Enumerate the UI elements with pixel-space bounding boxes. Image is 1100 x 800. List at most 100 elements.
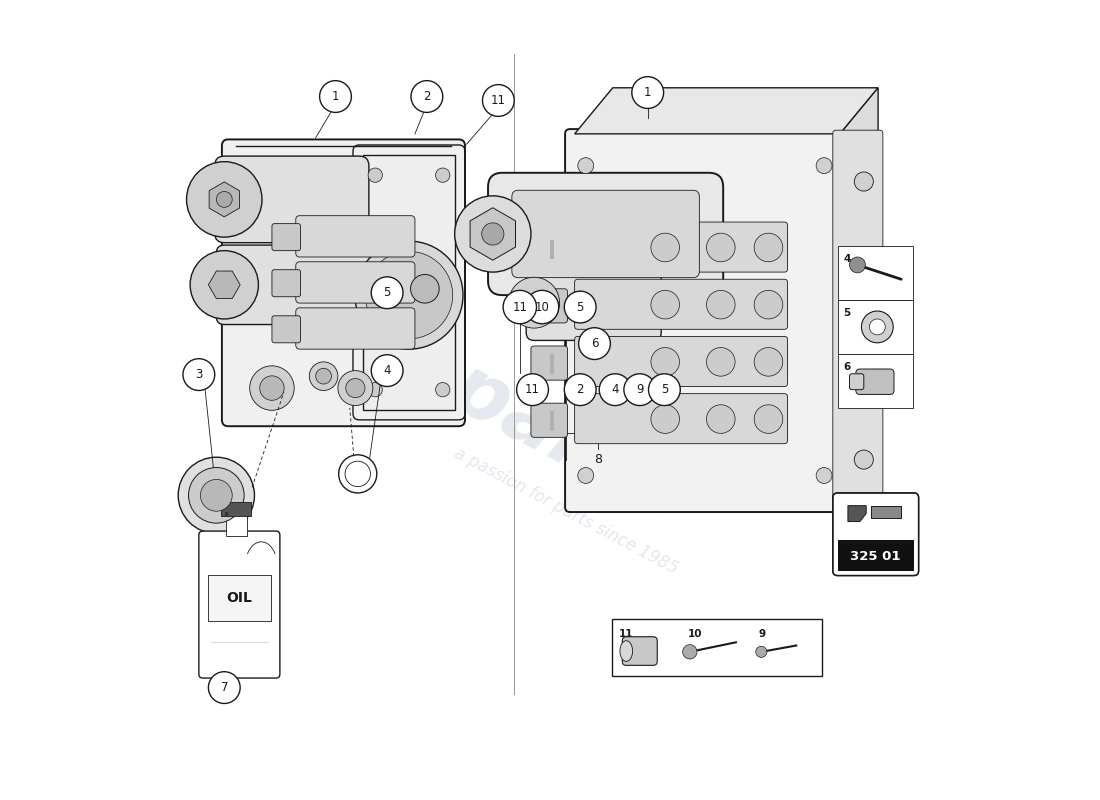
Bar: [837, 246, 913, 300]
Text: 9: 9: [636, 383, 644, 396]
Text: OIL: OIL: [227, 591, 252, 606]
Circle shape: [855, 172, 873, 191]
Text: 6: 6: [844, 362, 850, 372]
Circle shape: [320, 81, 351, 113]
FancyBboxPatch shape: [272, 224, 300, 250]
Bar: [363, 155, 454, 410]
Text: 7: 7: [220, 681, 228, 694]
Circle shape: [436, 168, 450, 182]
FancyBboxPatch shape: [849, 374, 864, 390]
Circle shape: [756, 646, 767, 658]
Circle shape: [649, 374, 680, 406]
Text: 2: 2: [576, 383, 584, 396]
Circle shape: [200, 479, 232, 511]
Circle shape: [755, 290, 783, 319]
FancyBboxPatch shape: [199, 531, 279, 678]
Bar: [837, 354, 913, 408]
FancyBboxPatch shape: [296, 216, 415, 257]
FancyBboxPatch shape: [623, 637, 658, 666]
Text: 3: 3: [195, 368, 202, 381]
Circle shape: [706, 233, 735, 262]
Circle shape: [706, 290, 735, 319]
FancyBboxPatch shape: [531, 403, 568, 438]
Circle shape: [482, 223, 504, 245]
Bar: [550, 297, 554, 317]
Circle shape: [651, 290, 680, 319]
FancyBboxPatch shape: [574, 337, 788, 386]
Circle shape: [564, 291, 596, 323]
Text: 11: 11: [525, 383, 540, 396]
Circle shape: [578, 158, 594, 174]
Circle shape: [651, 405, 680, 434]
FancyBboxPatch shape: [272, 316, 300, 342]
Polygon shape: [208, 271, 240, 298]
FancyBboxPatch shape: [222, 139, 465, 426]
Polygon shape: [840, 88, 878, 507]
Circle shape: [372, 354, 403, 386]
Bar: [221, 502, 252, 516]
Bar: [837, 300, 913, 354]
Circle shape: [368, 275, 383, 290]
Bar: [550, 411, 554, 431]
Circle shape: [183, 358, 215, 390]
Bar: [226, 512, 228, 517]
FancyBboxPatch shape: [531, 346, 568, 380]
Circle shape: [624, 374, 656, 406]
Polygon shape: [871, 506, 901, 518]
Circle shape: [355, 241, 463, 349]
Polygon shape: [209, 182, 240, 217]
FancyBboxPatch shape: [574, 394, 788, 444]
Circle shape: [190, 250, 258, 319]
Circle shape: [338, 370, 373, 406]
Text: 4: 4: [384, 364, 390, 377]
Circle shape: [436, 275, 450, 290]
FancyBboxPatch shape: [488, 173, 723, 295]
Circle shape: [316, 368, 331, 384]
Circle shape: [849, 257, 866, 273]
Circle shape: [600, 374, 631, 406]
Circle shape: [526, 290, 559, 324]
Text: 5: 5: [844, 308, 850, 318]
Polygon shape: [470, 208, 516, 260]
Bar: [612, 619, 822, 677]
Circle shape: [869, 319, 886, 335]
Circle shape: [411, 81, 442, 113]
Text: a passion for parts since 1985: a passion for parts since 1985: [451, 444, 681, 578]
Circle shape: [410, 274, 439, 303]
FancyBboxPatch shape: [833, 130, 883, 502]
Circle shape: [517, 374, 549, 406]
Circle shape: [578, 467, 594, 483]
FancyBboxPatch shape: [217, 245, 407, 325]
Circle shape: [436, 382, 450, 397]
Text: 5: 5: [384, 286, 390, 299]
Circle shape: [178, 457, 254, 534]
Circle shape: [260, 376, 284, 400]
Circle shape: [755, 405, 783, 434]
Circle shape: [187, 162, 262, 237]
Text: 1: 1: [644, 86, 651, 99]
Text: eurospares: eurospares: [211, 230, 697, 538]
FancyBboxPatch shape: [512, 190, 700, 278]
Circle shape: [683, 645, 697, 659]
Circle shape: [755, 347, 783, 376]
Text: 11: 11: [618, 629, 632, 638]
Ellipse shape: [620, 641, 632, 662]
Circle shape: [816, 158, 832, 174]
Circle shape: [188, 467, 244, 523]
Text: 325 01: 325 01: [850, 550, 901, 562]
Circle shape: [855, 450, 873, 469]
Text: 10: 10: [689, 629, 703, 638]
Circle shape: [483, 85, 515, 116]
Bar: [550, 354, 554, 374]
FancyBboxPatch shape: [856, 369, 894, 394]
FancyBboxPatch shape: [296, 308, 415, 349]
FancyBboxPatch shape: [531, 289, 568, 323]
Circle shape: [706, 405, 735, 434]
Circle shape: [651, 233, 680, 262]
Text: 6: 6: [591, 337, 598, 350]
Circle shape: [651, 347, 680, 376]
Bar: [550, 239, 554, 259]
FancyBboxPatch shape: [531, 231, 568, 266]
FancyBboxPatch shape: [565, 129, 845, 512]
Circle shape: [368, 382, 383, 397]
